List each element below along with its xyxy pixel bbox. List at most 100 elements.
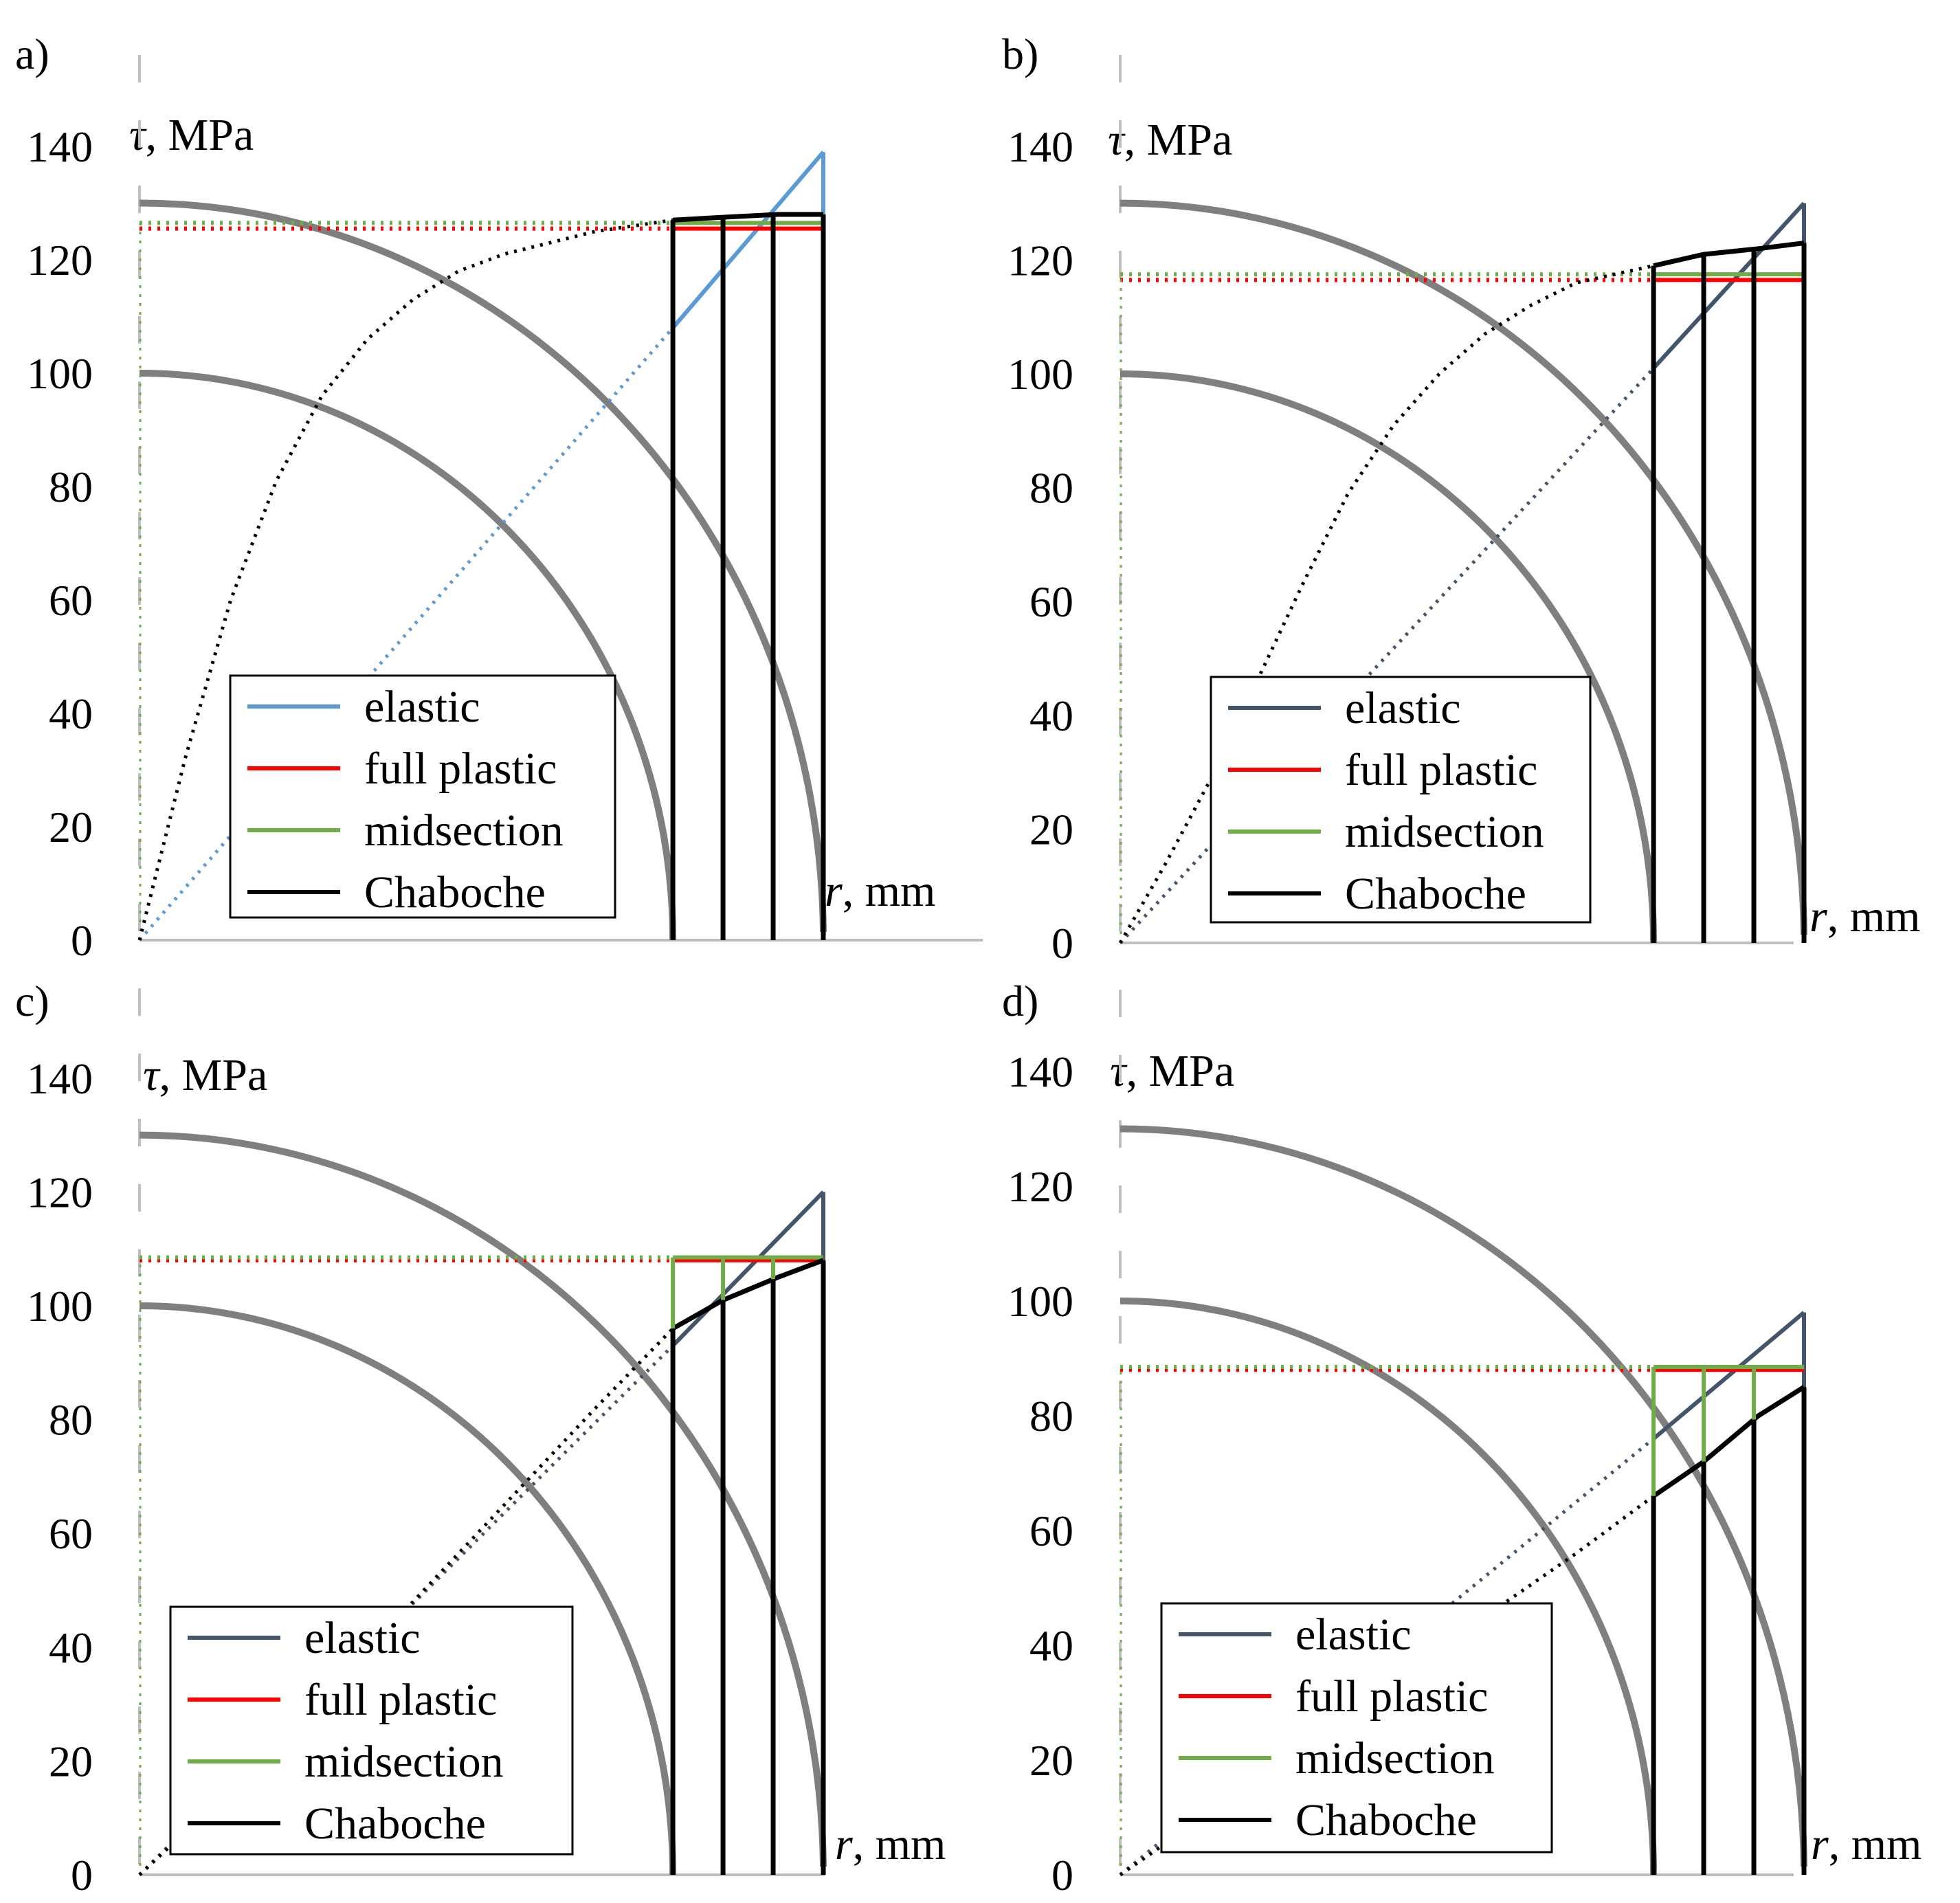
y-tick-label: 80 [1029,464,1073,513]
x-axis-title: r, mm [835,1819,946,1869]
y-tick-label: 140 [27,122,93,171]
x-axis-title: r, mm [1809,891,1920,942]
chaboche-line-outer [671,1258,825,1331]
outer-section-arc [139,1131,827,1867]
legend-box [1160,1602,1553,1854]
y-tick-labels: 0 20 40 60 80 100 120 140 [1007,122,1073,968]
y-tick-label: 20 [1029,805,1073,854]
y-tick-labels: 0 20 40 60 80 100 120 140 [27,122,93,965]
x-axis-title: r, mm [825,866,935,916]
legend-label-full-plastic: full plastic [1345,745,1537,795]
y-tick-label: 100 [27,1282,93,1331]
y-tick-label: 40 [1029,691,1073,740]
legend-label-elastic: elastic [1345,683,1461,733]
legend-label-chaboche: Chaboche [364,867,546,917]
y-tick-label: 60 [1029,577,1073,626]
y-tick-label: 60 [49,1509,93,1558]
plot-area [137,55,983,942]
elastic-line-core [1119,1437,1655,1876]
y-tick-label: 0 [71,1851,93,1900]
elastic-line-outer [671,1190,825,1348]
legend-label-midsection: midsection [364,805,564,856]
y-tick-label: 120 [1007,236,1073,285]
y-axis-var: τ [143,1050,161,1100]
plot-area [1119,990,1807,1877]
inner-section-arc [1120,1298,1658,1876]
y-tick-labels: 0 20 40 60 80 100 120 140 [27,1054,93,1900]
legend: elastic full plastic midsection Chaboche [229,674,616,919]
y-tick-label: 140 [1007,122,1073,171]
legend-label-full-plastic: full plastic [364,744,557,794]
y-tick-label: 100 [27,349,93,398]
y-tick-label: 140 [27,1054,93,1103]
x-axis-var: r [825,866,843,916]
legend-label-elastic: elastic [1295,1610,1412,1660]
legend-label-elastic: elastic [364,682,480,732]
panel-label: c) [15,977,49,1025]
panel-c: c) 0 20 40 60 80 100 120 140 τ, MPa r, m… [15,977,946,1900]
y-tick-label: 100 [1007,1277,1073,1326]
y-tick-label: 80 [49,1396,93,1445]
panel-d: d) 0 20 40 60 80 100 120 140 τ, MPa r, m… [1002,977,1922,1900]
panel-label: b) [1002,30,1038,78]
legend-box [1210,676,1592,924]
elastic-line-core [138,326,674,942]
y-axis-unit: , MPa [1124,115,1233,165]
y-tick-label: 100 [1007,350,1073,399]
x-axis-unit: , mm [853,1819,946,1869]
inner-section-arc [1120,370,1658,944]
y-axis-var: τ [1108,115,1126,165]
y-tick-label: 80 [49,463,93,511]
legend: elastic full plastic midsection Chaboche [169,1605,574,1856]
y-tick-label: 20 [49,803,93,852]
legend-label-full-plastic: full plastic [304,1675,497,1725]
chaboche-line-outer [672,212,823,223]
x-axis-unit: , mm [1827,891,1921,942]
y-axis-title: τ, MPa [143,1050,267,1100]
legend-label-midsection: midsection [1345,807,1544,857]
plot-area [138,988,827,1876]
chaboche-line-outer [1652,1385,1805,1498]
legend-label-midsection: midsection [304,1737,504,1787]
x-axis-var: r [1809,891,1827,942]
y-tick-label: 80 [1029,1392,1073,1440]
panel-label: d) [1002,977,1038,1025]
panel-b: b) 0 20 40 60 80 100 120 140 τ, MPa r, m… [1002,30,1920,968]
y-tick-label: 60 [1029,1506,1073,1555]
y-axis-title: τ, MPa [129,110,254,160]
y-tick-label: 120 [27,236,93,285]
y-tick-labels: 0 20 40 60 80 100 120 140 [1007,1047,1073,1900]
x-axis-unit: , mm [1829,1819,1922,1869]
elastic-line-core [1119,367,1655,944]
plot-area [1118,55,1807,944]
y-axis-title: τ, MPa [1108,115,1232,165]
elastic-line-outer [1651,201,1806,370]
y-axis-unit: , MPa [159,1050,268,1100]
panel-a: a) 0 20 40 60 80 100 120 140 τ, MPa r, m… [15,30,983,965]
y-tick-label: 120 [27,1168,93,1216]
y-tick-label: 40 [1029,1621,1073,1670]
y-tick-label: 40 [49,1623,93,1672]
x-axis-var: r [1811,1819,1829,1869]
y-tick-label: 120 [1007,1162,1073,1211]
y-axis-unit: , MPa [146,110,254,160]
elastic-line-outer [1652,1311,1805,1440]
x-axis-title: r, mm [1811,1819,1922,1869]
chaboche-line-core [137,218,673,941]
legend-label-elastic: elastic [304,1613,421,1663]
y-tick-label: 40 [49,689,93,738]
x-axis-var: r [835,1819,853,1869]
chaboche-line-core [138,1327,674,1876]
legend-box [169,1605,574,1856]
y-axis-title: τ, MPa [1110,1046,1234,1096]
elastic-line-outer [671,151,825,329]
legend-label-chaboche: Chaboche [1345,869,1526,919]
legend: elastic full plastic midsection Chaboche [1160,1602,1553,1854]
y-tick-label: 20 [1029,1736,1073,1785]
outer-section-arc [1120,1125,1807,1867]
legend-label-chaboche: Chaboche [1295,1795,1477,1845]
chaboche-line-outer [1653,241,1805,269]
inner-section-arc [139,370,677,941]
legend-label-chaboche: Chaboche [304,1799,486,1849]
